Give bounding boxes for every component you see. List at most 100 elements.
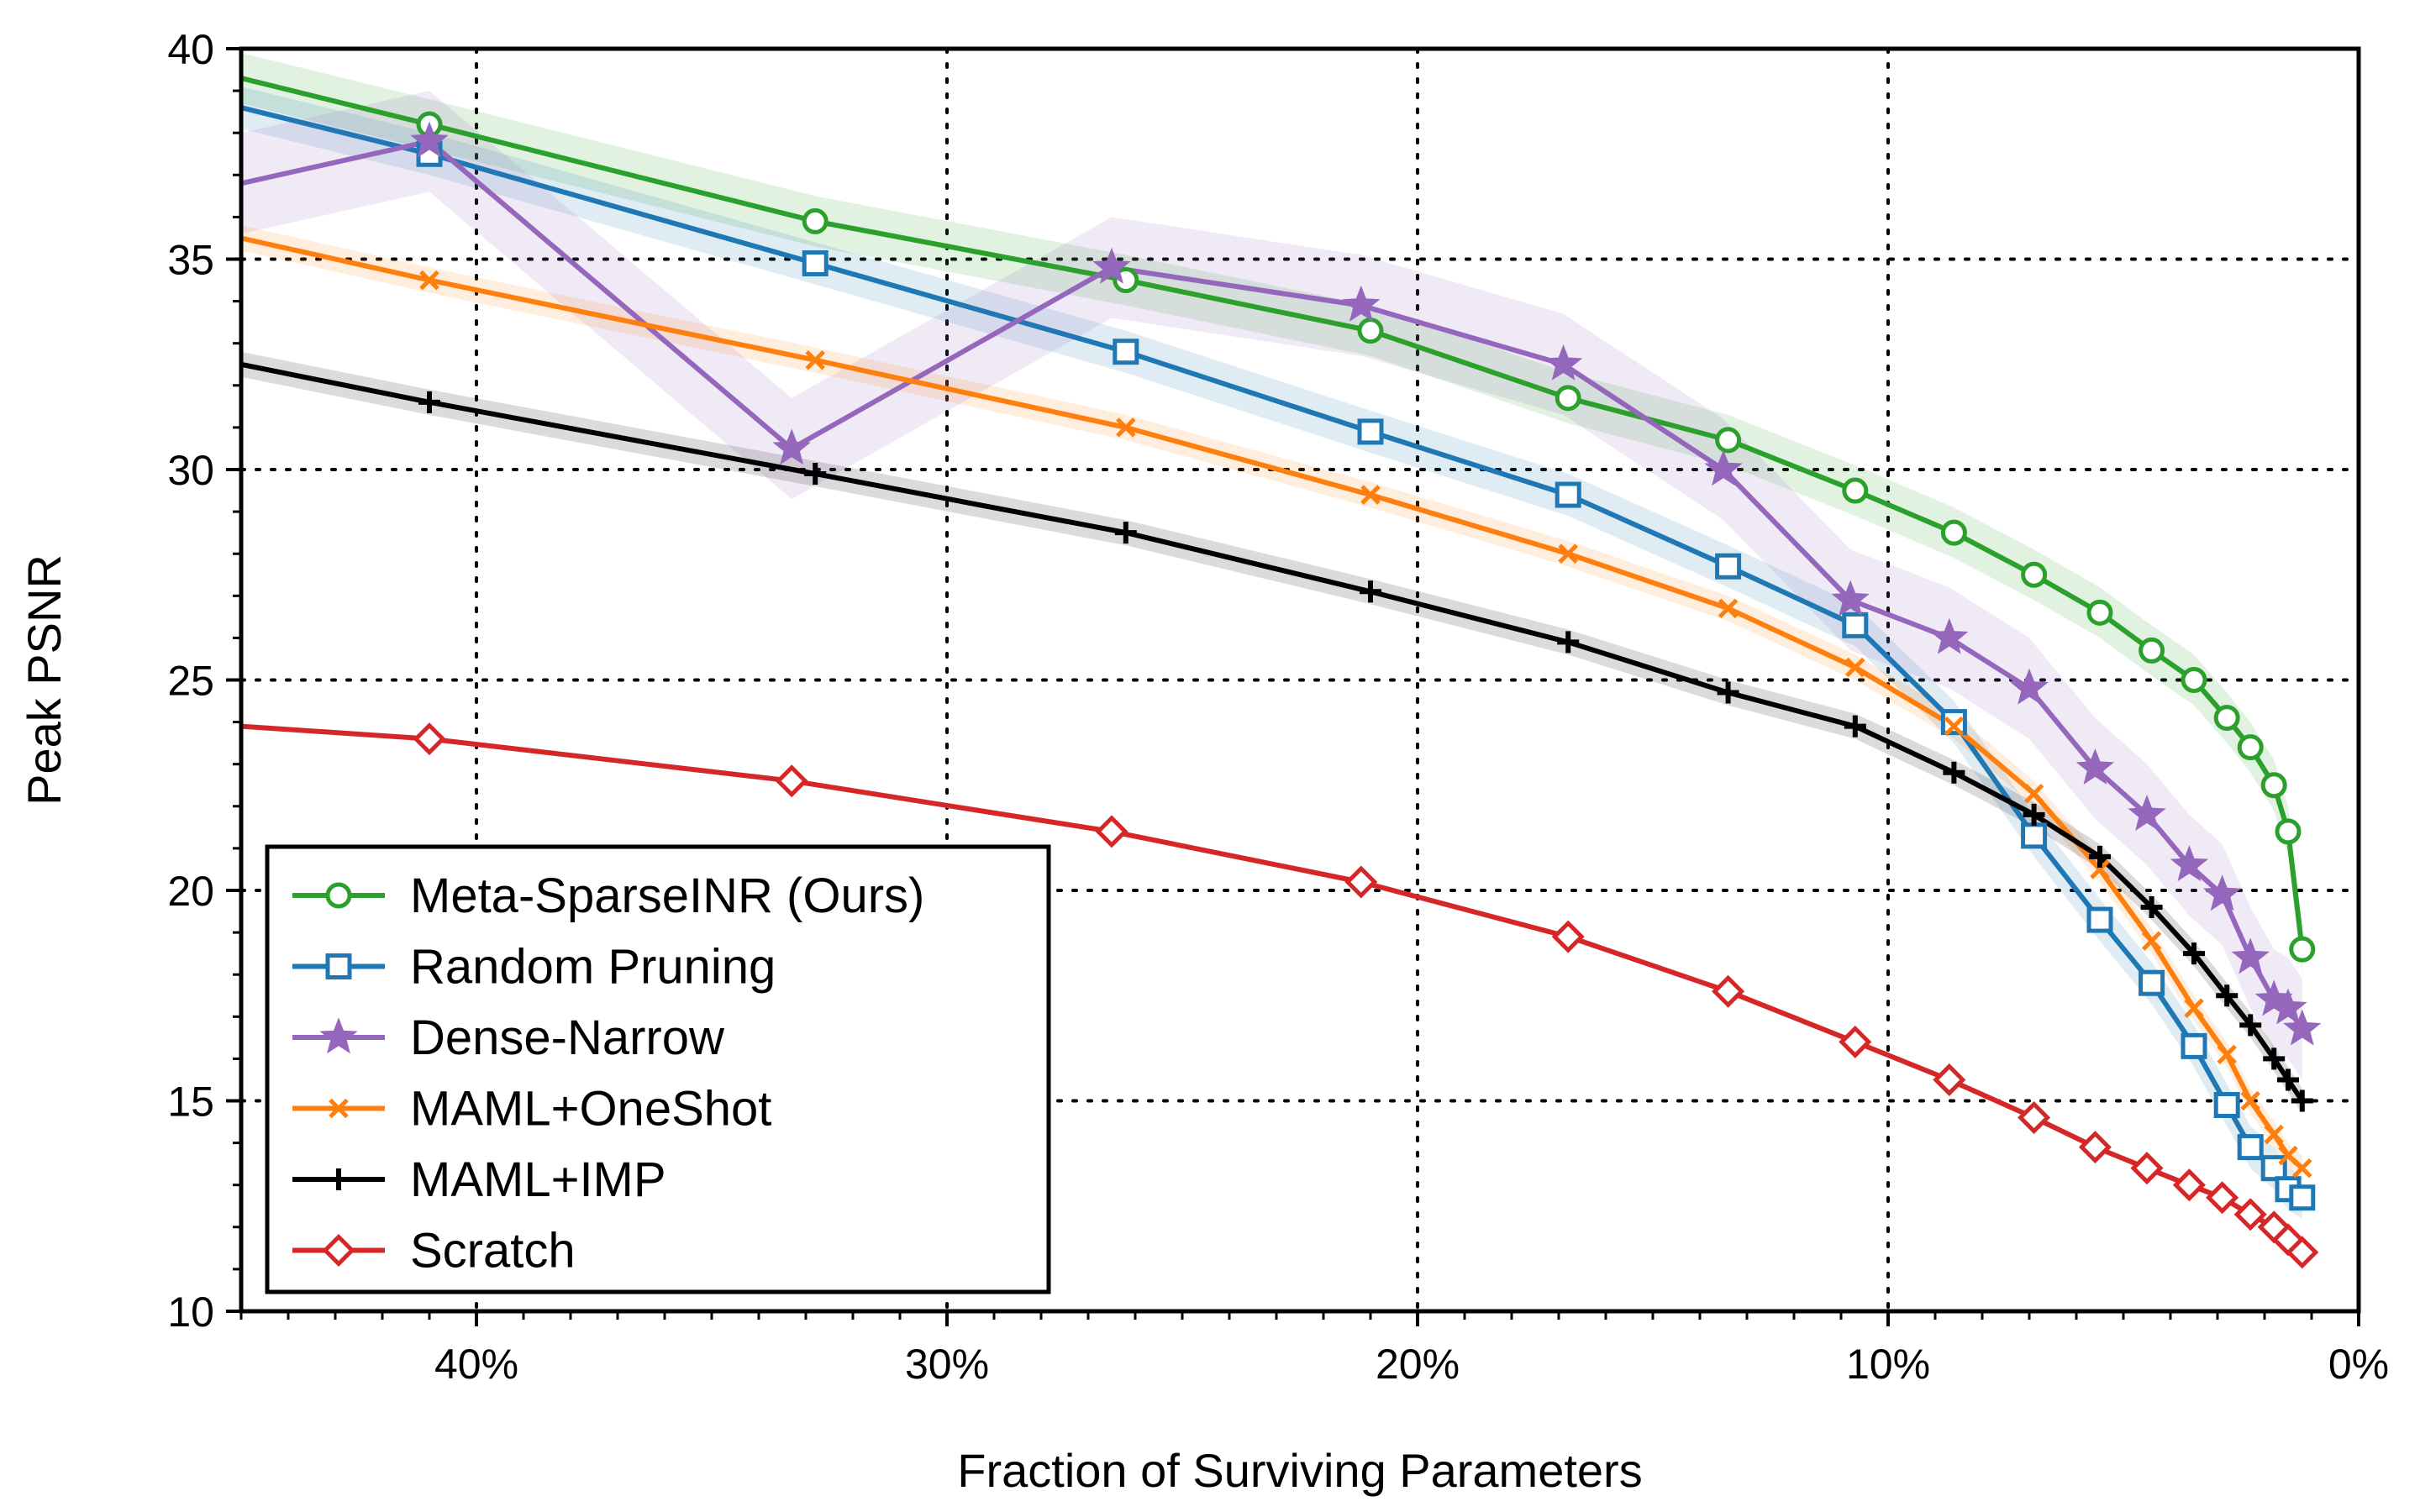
y-tick-label: 35 bbox=[167, 237, 214, 284]
point-maml-imp bbox=[2291, 1089, 2313, 1112]
y-tick-label: 30 bbox=[167, 447, 214, 494]
x-tick-label: 30% bbox=[905, 1341, 989, 1388]
point-scratch bbox=[2233, 1198, 2267, 1231]
point-random-pruning bbox=[2237, 1134, 2264, 1161]
std-bands bbox=[241, 53, 2302, 1219]
point-maml-oneshot bbox=[1360, 485, 1381, 505]
y-tick-label: 40 bbox=[167, 26, 214, 73]
point-random-pruning bbox=[2139, 969, 2165, 996]
x-tick-label: 0% bbox=[2328, 1341, 2389, 1388]
point-maml-oneshot bbox=[1944, 716, 1965, 737]
point-meta-sparseinr-ours bbox=[2289, 936, 2316, 963]
point-maml-imp bbox=[2263, 1047, 2286, 1070]
point-maml-imp bbox=[2183, 942, 2205, 965]
point-maml-oneshot bbox=[2184, 998, 2204, 1019]
point-dense-narrow bbox=[2170, 845, 2209, 882]
point-random-pruning bbox=[1113, 339, 1139, 365]
y-axis-label: Peak PSNR bbox=[18, 554, 71, 806]
point-scratch bbox=[2078, 1131, 2112, 1164]
point-random-pruning bbox=[1357, 418, 1384, 445]
point-scratch bbox=[2018, 1101, 2051, 1135]
x-tick-label: 20% bbox=[1376, 1341, 1460, 1388]
point-dense-narrow bbox=[2231, 937, 2270, 974]
point-random-pruning bbox=[802, 250, 829, 277]
y-tick-label: 25 bbox=[167, 658, 214, 705]
point-meta-sparseinr-ours bbox=[2237, 734, 2264, 761]
point-maml-oneshot bbox=[2292, 1158, 2312, 1179]
legend-label-meta-sparseinr-ours: Meta-SparseINR (Ours) bbox=[410, 869, 924, 923]
point-meta-sparseinr-ours bbox=[2275, 818, 2302, 845]
point-scratch bbox=[1712, 974, 1745, 1008]
legend-marker-meta-sparseinr-ours bbox=[325, 882, 352, 909]
series-markers bbox=[410, 111, 2322, 1269]
point-random-pruning bbox=[2213, 1092, 2240, 1119]
point-dense-narrow bbox=[1342, 285, 1381, 322]
point-maml-imp bbox=[2023, 803, 2045, 826]
point-maml-imp bbox=[1844, 715, 1866, 738]
point-meta-sparseinr-ours bbox=[1940, 519, 1967, 546]
point-meta-sparseinr-ours bbox=[1715, 427, 1742, 454]
y-tick-label: 10 bbox=[167, 1289, 214, 1336]
point-scratch bbox=[2130, 1152, 2164, 1185]
point-maml-imp bbox=[1943, 761, 1965, 784]
band-maml-imp bbox=[241, 351, 2302, 1114]
point-scratch bbox=[1344, 865, 1378, 899]
point-meta-sparseinr-ours bbox=[2139, 637, 2165, 664]
point-maml-imp bbox=[2277, 1068, 2299, 1091]
point-maml-oneshot bbox=[2217, 1044, 2237, 1065]
legend-marker-dense-narrow bbox=[319, 1017, 358, 1054]
point-dense-narrow bbox=[2202, 874, 2242, 911]
point-dense-narrow bbox=[772, 428, 811, 465]
point-maml-imp bbox=[1717, 681, 1739, 704]
point-maml-oneshot bbox=[1845, 657, 1865, 678]
point-dense-narrow bbox=[1544, 344, 1583, 381]
point-meta-sparseinr-ours bbox=[2213, 705, 2240, 732]
legend-label-dense-narrow: Dense-Narrow bbox=[410, 1011, 725, 1065]
legend-label-random-pruning: Random Pruning bbox=[410, 940, 776, 995]
point-dense-narrow bbox=[2075, 748, 2115, 785]
point-maml-imp bbox=[418, 391, 440, 413]
y-tick-label: 15 bbox=[167, 1079, 214, 1126]
point-maml-oneshot bbox=[2240, 1090, 2260, 1111]
point-scratch bbox=[1095, 815, 1128, 848]
point-maml-oneshot bbox=[1558, 543, 1578, 564]
point-dense-narrow bbox=[1831, 580, 1870, 617]
y-tick-label: 20 bbox=[167, 868, 214, 915]
point-scratch bbox=[775, 764, 808, 798]
point-random-pruning bbox=[2021, 822, 2048, 849]
point-maml-oneshot bbox=[1116, 417, 1136, 438]
point-scratch bbox=[2172, 1168, 2206, 1202]
legend-marker-maml-imp bbox=[328, 1168, 350, 1190]
legend: Meta-SparseINR (Ours) Random Pruning Dense… bbox=[265, 844, 1051, 1294]
point-dense-narrow bbox=[1930, 617, 1969, 654]
point-scratch bbox=[1933, 1063, 1966, 1096]
point-dense-narrow bbox=[1092, 247, 1131, 284]
point-random-pruning bbox=[2086, 906, 2113, 933]
legend-marker-maml-oneshot bbox=[329, 1098, 349, 1119]
point-maml-imp bbox=[2239, 1014, 2262, 1037]
point-random-pruning bbox=[1715, 553, 1742, 580]
point-maml-oneshot bbox=[1718, 598, 1739, 619]
band-dense-narrow bbox=[241, 91, 2302, 1080]
x-tick-label: 40% bbox=[434, 1341, 518, 1388]
legend-marker-random-pruning bbox=[325, 953, 352, 979]
point-dense-narrow bbox=[2269, 988, 2307, 1025]
point-maml-imp bbox=[1557, 631, 1580, 654]
point-dense-narrow bbox=[2010, 668, 2049, 705]
point-dense-narrow bbox=[410, 121, 449, 158]
line-maml-imp bbox=[240, 361, 2305, 1103]
legend-label-maml-oneshot: MAML+OneShot bbox=[410, 1082, 771, 1137]
point-maml-imp bbox=[804, 463, 827, 486]
point-scratch bbox=[1839, 1025, 1872, 1058]
point-meta-sparseinr-ours bbox=[802, 207, 829, 234]
point-dense-narrow bbox=[1704, 449, 1743, 486]
point-maml-imp bbox=[1114, 522, 1137, 544]
band-random-pruning bbox=[241, 87, 2302, 1219]
point-random-pruning bbox=[1555, 481, 1581, 508]
point-dense-narrow bbox=[2128, 795, 2166, 832]
point-meta-sparseinr-ours bbox=[1357, 318, 1384, 344]
point-maml-imp bbox=[1360, 580, 1381, 603]
point-meta-sparseinr-ours bbox=[2260, 772, 2287, 799]
point-maml-oneshot bbox=[2090, 859, 2110, 879]
